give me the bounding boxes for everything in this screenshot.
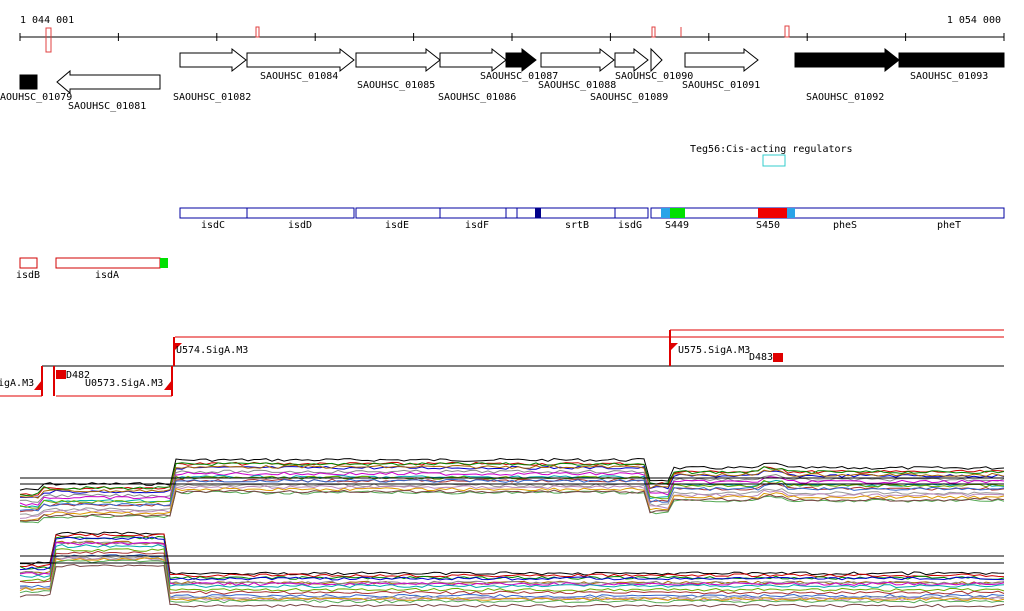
gene-label: SAOUHSC_01088 — [538, 80, 616, 91]
gene — [540, 47, 615, 73]
ruler-end: 1 054 000 — [947, 15, 1001, 26]
feature-box — [614, 207, 649, 219]
promoter-label: D483 — [749, 352, 773, 363]
promoter-label: U575.SigA.M3 — [678, 345, 750, 356]
feature-block — [758, 208, 787, 218]
ruler: 1 044 001 1 054 000 — [19, 15, 1005, 53]
feature-label: S449 — [665, 220, 689, 231]
feature-label: S450 — [756, 220, 780, 231]
feature-label: pheT — [937, 220, 961, 231]
promoter-track: U574.SigA.M3 U575.SigA.M3 D483 D482 igA.… — [0, 329, 1004, 397]
gene — [355, 47, 441, 73]
feature-block — [661, 208, 670, 218]
expression-line — [19, 469, 1005, 503]
expression-line — [19, 535, 1005, 580]
expression-line — [19, 533, 1005, 578]
gene-label: SAOUHSC_01082 — [173, 92, 251, 103]
gene — [56, 69, 161, 95]
gene-label: SAOUHSC_01093 — [910, 71, 988, 82]
feature-block — [535, 208, 541, 218]
gene-label: SAOUHSC_01087 — [480, 71, 558, 82]
ruler-start: 1 044 001 — [20, 15, 74, 26]
gene — [898, 52, 1005, 68]
feature-label: isdA — [95, 270, 119, 281]
feature-track: isdC isdD isdE isdF srtB isdG S449 S450 … — [179, 207, 1005, 231]
feature-block — [787, 208, 795, 218]
expression-line — [19, 536, 1005, 581]
gene-track — [19, 47, 1005, 95]
gene — [614, 47, 649, 73]
feature-label: isdF — [465, 220, 489, 231]
gene — [794, 47, 900, 73]
expression-line — [19, 478, 1005, 512]
gene — [246, 47, 355, 73]
expression-line — [19, 471, 1005, 506]
expression-track — [19, 531, 1005, 608]
feature-box — [355, 207, 441, 219]
expression-line — [19, 550, 1005, 595]
expression-line — [19, 557, 1005, 602]
feature-block — [160, 258, 168, 268]
gene — [179, 47, 247, 73]
expression-line — [19, 487, 1005, 522]
feature-box — [55, 257, 161, 269]
gene — [505, 47, 537, 73]
expression-line — [19, 464, 1005, 499]
gene-label: SAOUHSC_01091 — [682, 80, 760, 91]
feature-label: isdD — [288, 220, 312, 231]
expression-line — [19, 457, 1005, 491]
promoter-label: D482 — [66, 370, 90, 381]
regulator — [762, 154, 786, 167]
expression-line — [19, 544, 1005, 589]
gene-label: SAOUHSC_01085 — [357, 80, 435, 91]
promoter-label: U574.SigA.M3 — [176, 345, 248, 356]
expression-line — [19, 563, 1005, 608]
feature-label: srtB — [565, 220, 589, 231]
expression-line — [19, 548, 1005, 592]
promoter-label: igA.M3 — [0, 378, 34, 389]
feature-box — [516, 207, 616, 219]
expression-line — [19, 490, 1005, 524]
feature-box — [246, 207, 355, 219]
gene — [19, 74, 38, 90]
expression-track — [19, 457, 1005, 524]
reverse-feature-track: isdB isdA — [16, 257, 168, 281]
expression-line — [19, 531, 1005, 576]
feature-label: pheS — [833, 220, 857, 231]
feature-label: isdB — [16, 270, 40, 281]
expression-line — [19, 462, 1005, 497]
gene-label: SAOUHSC_01081 — [68, 101, 146, 112]
feature-box — [179, 207, 248, 219]
gene-labels: SAOUHSC_01079 SAOUHSC_01081 SAOUHSC_0108… — [0, 71, 988, 112]
expression-line — [19, 465, 1005, 499]
promoter-label: U0573.SigA.M3 — [85, 378, 163, 389]
expression-line — [19, 554, 1005, 598]
gene — [684, 47, 759, 73]
feature-box — [505, 207, 518, 219]
feature-label: isdG — [618, 220, 642, 231]
expression-line — [19, 559, 1005, 604]
expression-line — [19, 485, 1005, 519]
gene-label: SAOUHSC_01089 — [590, 92, 668, 103]
feature-label: isdC — [201, 220, 225, 231]
expression-line — [19, 541, 1005, 585]
feature-box — [439, 207, 507, 219]
gene-label: SAOUHSC_01084 — [260, 71, 338, 82]
gene — [439, 47, 507, 73]
feature-box — [19, 257, 38, 269]
feature-box — [650, 207, 1005, 219]
gene — [650, 47, 663, 73]
gene-label: SAOUHSC_01092 — [806, 92, 884, 103]
gene-label: SAOUHSC_01079 — [0, 92, 72, 103]
expression-line — [19, 489, 1005, 522]
feature-block — [670, 208, 685, 218]
gene-label: SAOUHSC_01086 — [438, 92, 516, 103]
feature-label: isdE — [385, 220, 409, 231]
expression-line — [19, 461, 1005, 496]
gene-label: SAOUHSC_01090 — [615, 71, 693, 82]
track-label: Teg56:Cis-acting regulators — [690, 144, 853, 155]
